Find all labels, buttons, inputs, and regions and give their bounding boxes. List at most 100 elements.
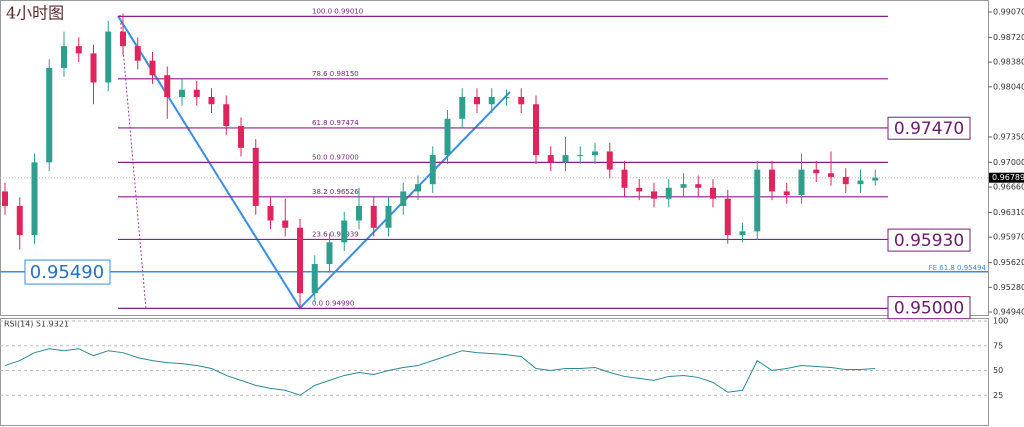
candle-body xyxy=(710,187,716,199)
fib-label: 100.0 0.99010 xyxy=(312,7,363,15)
candle-body xyxy=(179,89,185,97)
candle-body xyxy=(503,96,510,98)
current-price-box xyxy=(989,172,1024,183)
fib-label: 61.8 0.97474 xyxy=(312,119,359,127)
candle-body xyxy=(754,169,761,232)
y-tick-label: 0.95620 xyxy=(993,258,1024,267)
price-box xyxy=(887,228,971,252)
candle-body xyxy=(577,155,584,157)
candle-body xyxy=(533,104,539,156)
fib-label: 50.0 0.97000 xyxy=(312,153,359,161)
candle-body xyxy=(842,176,849,185)
y-tick-label: 0.97000 xyxy=(993,158,1024,167)
candle-body xyxy=(400,191,407,206)
candle-body xyxy=(105,31,112,83)
candle-body xyxy=(562,155,569,163)
price-box xyxy=(887,296,971,320)
y-tick-label: 0.94940 xyxy=(993,308,1024,317)
rsi-panel xyxy=(0,318,989,426)
fib-label: 23.6 0.95939 xyxy=(312,230,359,238)
candle-body xyxy=(872,177,879,181)
candle-body xyxy=(2,191,8,206)
candle-body xyxy=(415,184,421,192)
y-tick-label: 0.95280 xyxy=(993,283,1024,292)
rsi-title: RSI(14) 51.9321 xyxy=(4,320,69,329)
fe-label: FE 61.8 0.95494 xyxy=(929,264,987,272)
y-tick-label: 0.99070 xyxy=(993,7,1024,16)
candle-body xyxy=(547,155,554,163)
candle-body xyxy=(769,169,775,192)
rsi-tick-label: 25 xyxy=(993,391,1003,400)
candle-body xyxy=(636,187,643,192)
candle-body xyxy=(134,46,141,61)
candle-body xyxy=(267,205,274,221)
left-price-box xyxy=(24,259,111,285)
candle-body xyxy=(61,46,67,68)
y-tick-label: 0.96310 xyxy=(993,208,1024,217)
chart-title: 4小时图 xyxy=(6,4,64,23)
candle-body xyxy=(651,191,657,199)
candle-body xyxy=(326,242,333,265)
candle-body xyxy=(75,46,82,54)
candle-body xyxy=(282,220,289,228)
candle-body xyxy=(90,53,97,83)
main-panel xyxy=(0,0,989,316)
rsi-tick-label: 50 xyxy=(993,366,1003,375)
price-box-label: 0.97470 xyxy=(894,119,964,139)
candle-body xyxy=(474,96,480,105)
y-tick-label: 0.95970 xyxy=(993,233,1024,242)
candle-body xyxy=(31,162,38,236)
rsi-tick-label: 100 xyxy=(993,317,1008,326)
fib-time-line xyxy=(119,14,147,310)
candle-body xyxy=(783,191,790,196)
candle-body xyxy=(680,184,687,188)
candle-body xyxy=(238,126,244,148)
rsi-line xyxy=(4,348,876,396)
left-price-box-label: 0.95490 xyxy=(30,262,104,283)
candle-body xyxy=(665,187,672,199)
candle-body xyxy=(828,173,834,177)
candle-body xyxy=(488,96,495,105)
candle-body xyxy=(341,220,348,243)
candle-body xyxy=(356,205,362,221)
y-tick-label: 0.98720 xyxy=(993,33,1024,42)
candle-body xyxy=(208,96,215,105)
candle-body xyxy=(223,104,230,127)
candle-body xyxy=(444,118,451,156)
candle-body xyxy=(518,96,525,105)
y-tick-label: 0.96660 xyxy=(993,183,1024,192)
candle-body xyxy=(695,184,702,188)
candle-body xyxy=(813,169,820,174)
candle-body xyxy=(798,169,805,196)
rsi-tick-label: 75 xyxy=(993,341,1003,350)
candle-body xyxy=(120,31,126,47)
candle-body xyxy=(46,67,53,163)
candle-body xyxy=(592,151,598,156)
candle-body xyxy=(857,180,864,185)
candle-body xyxy=(297,227,303,294)
price-box xyxy=(887,116,971,140)
candle-body xyxy=(252,147,259,206)
y-tick-label: 0.98380 xyxy=(993,58,1024,67)
candle-body xyxy=(621,169,628,188)
price-box-label: 0.95000 xyxy=(894,299,964,319)
candle-body xyxy=(385,205,392,228)
candle-body xyxy=(193,89,200,97)
candle-body xyxy=(16,205,23,236)
candle-body xyxy=(724,198,731,236)
candle-body xyxy=(149,60,156,76)
fib-label: 38.2 0.96526 xyxy=(312,188,359,196)
candle-body xyxy=(429,155,436,185)
fib-label: 0.0 0.94990 xyxy=(312,299,354,307)
fib-label: 78.6 0.98150 xyxy=(312,70,359,78)
candle-body xyxy=(459,96,466,119)
y-tick-label: 0.98040 xyxy=(993,82,1024,91)
current-price-label: 0.96789 xyxy=(992,173,1024,182)
candle-body xyxy=(164,75,171,97)
candle-body xyxy=(739,231,746,236)
price-box-label: 0.95930 xyxy=(894,231,964,251)
candle-body xyxy=(370,205,377,228)
candle-body xyxy=(311,264,318,294)
candle-body xyxy=(606,151,613,170)
